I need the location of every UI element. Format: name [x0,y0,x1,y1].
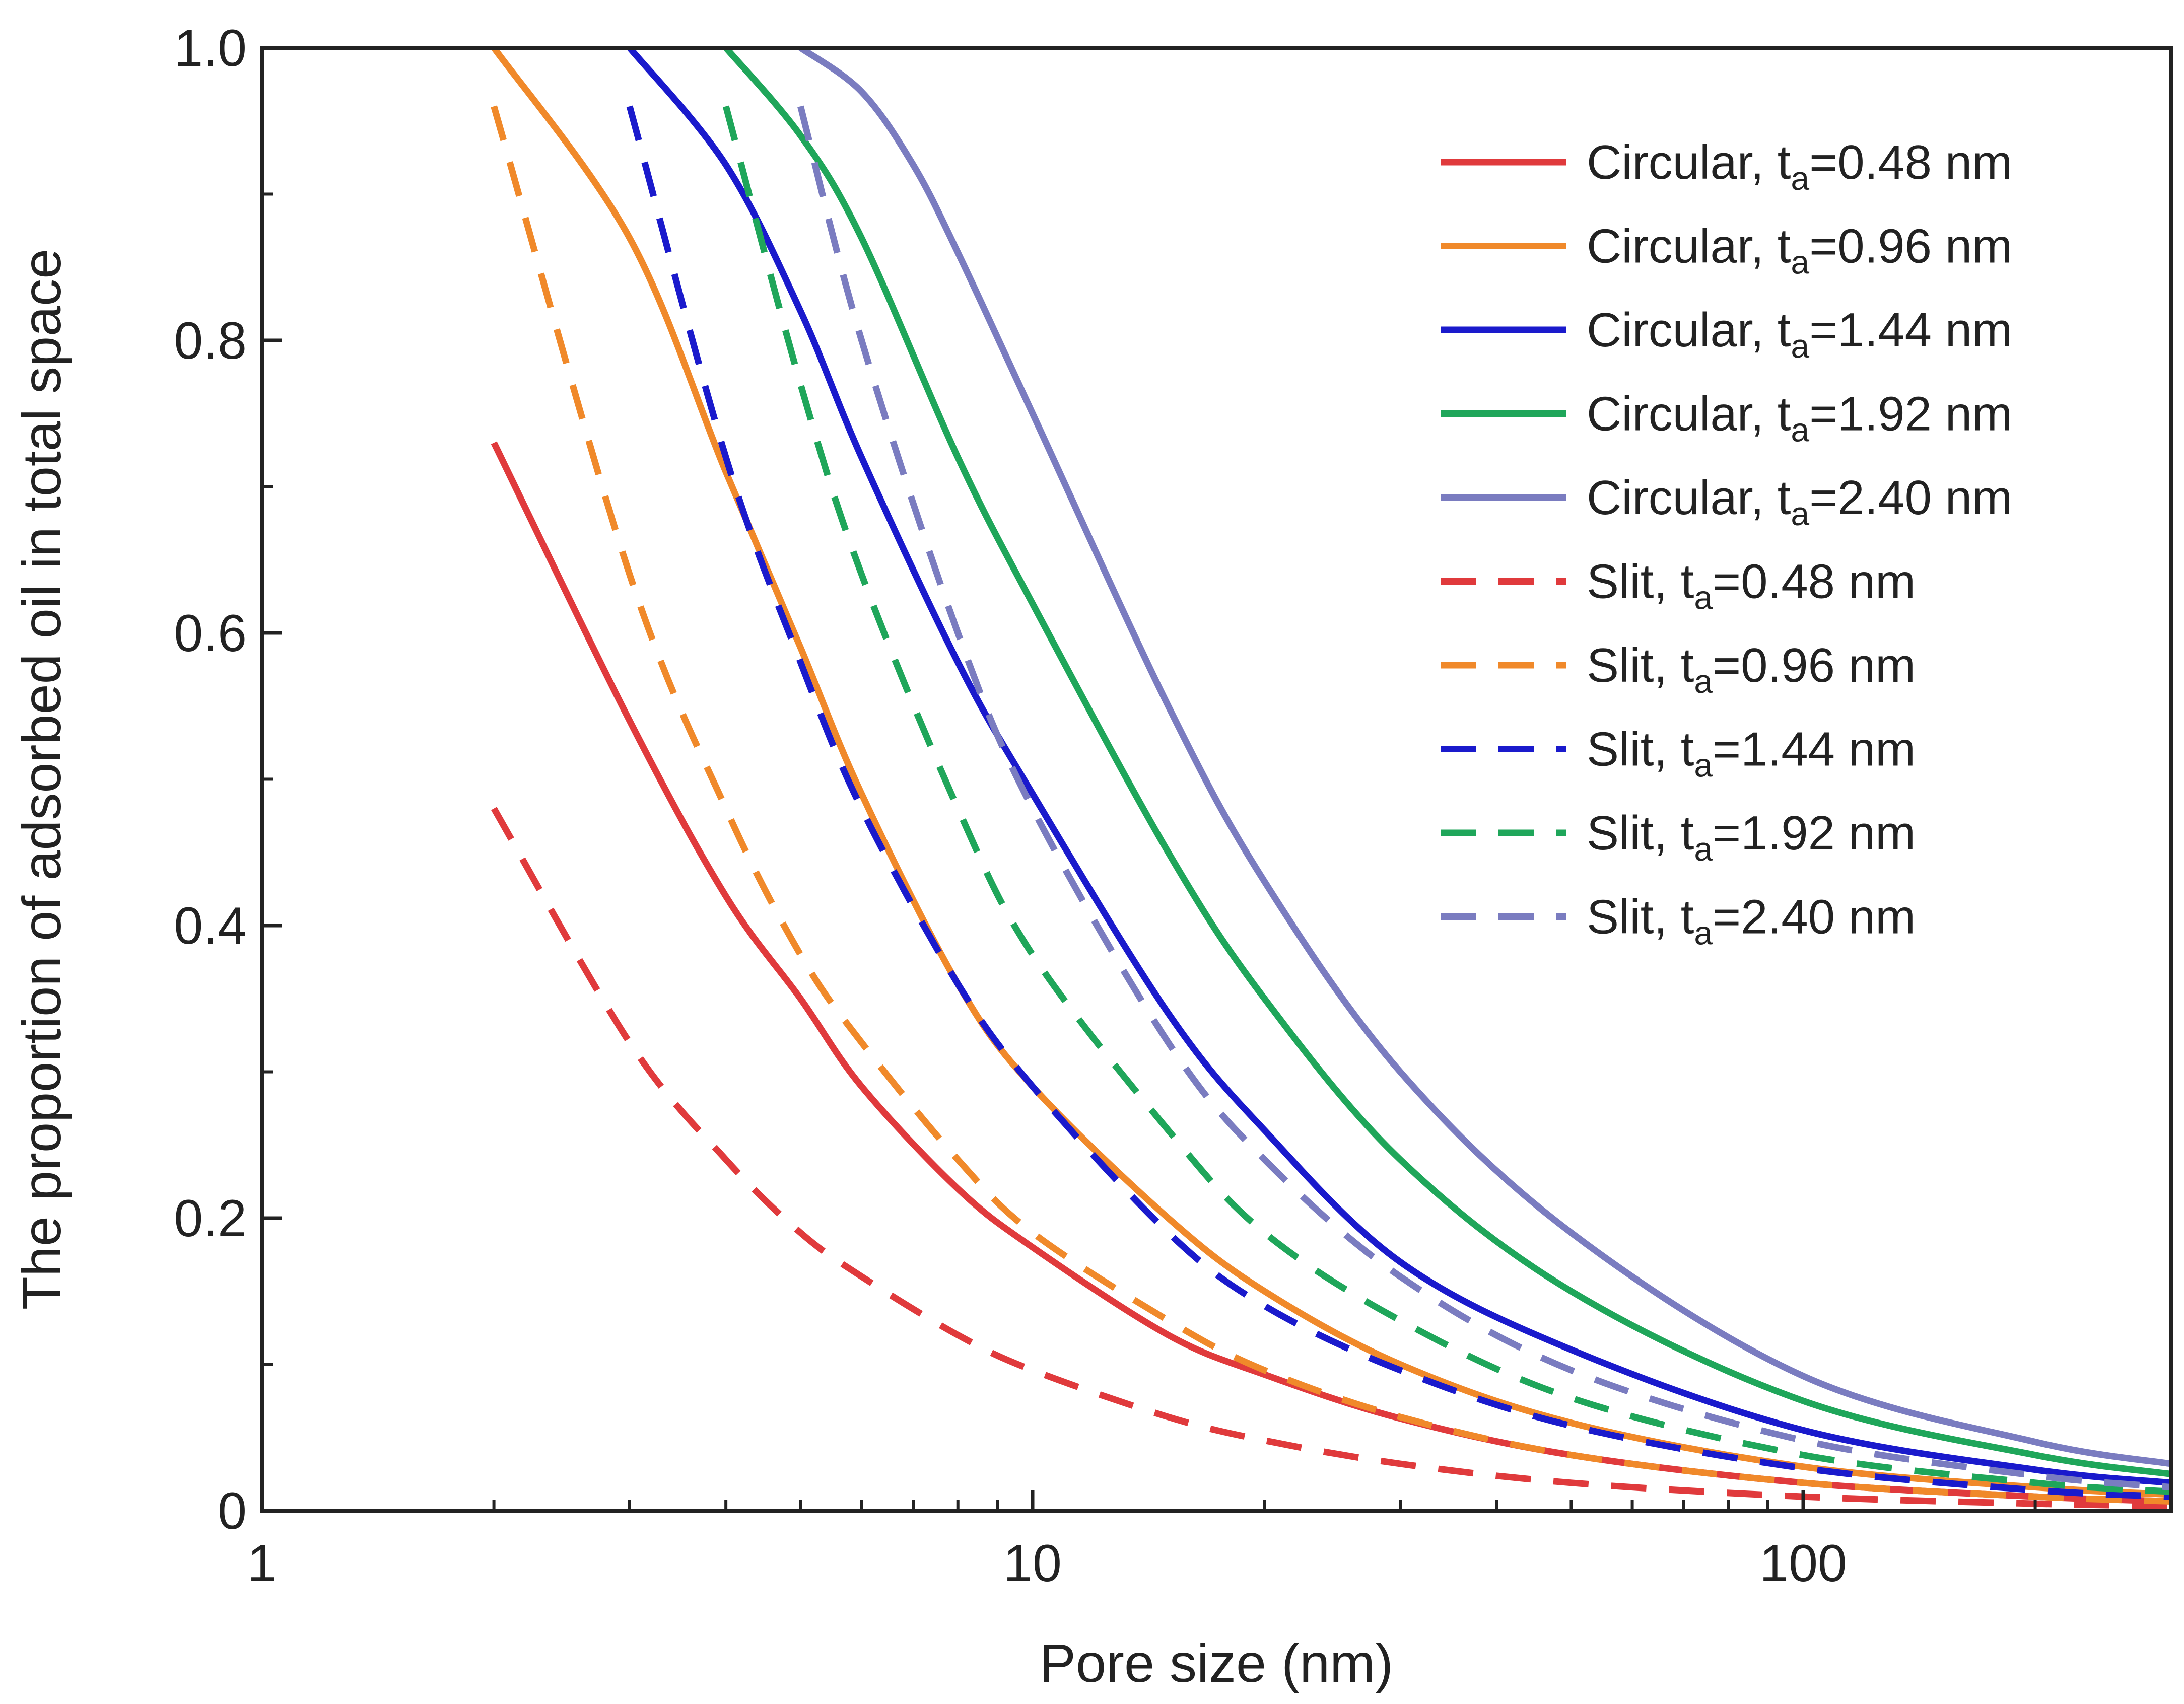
x-tick-label: 100 [1759,1534,1847,1593]
y-tick-label: 0 [218,1482,247,1540]
legend-label-circular-ta-0-96-nm: Circular, ta=0.96 nm [1587,220,2012,281]
legend-label-subscript: a [1694,663,1713,700]
legend-label-slit-ta-1-92-nm: Slit, ta=1.92 nm [1587,806,1916,868]
series-line-circular-ta-1-44-nm [627,48,2171,1486]
legend-label-subscript: a [1694,914,1713,952]
legend-label-prefix: Circular, t [1587,135,1791,189]
legend-label-subscript: a [1791,244,1809,281]
legend-label-suffix: =1.92 nm [1809,387,2012,441]
x-tick-label: 1 [247,1534,277,1593]
legend-label-prefix: Slit, t [1587,638,1694,692]
legend-label-slit-ta-0-48-nm: Slit, ta=0.48 nm [1587,555,1916,616]
legend-label-prefix: Slit, t [1587,723,1694,776]
y-tick-label: 1.0 [174,19,247,78]
legend-label-prefix: Circular, t [1587,387,1791,441]
legend-label-subscript: a [1694,830,1713,868]
x-tick-label: 10 [1003,1534,1062,1593]
legend-label-prefix: Circular, t [1587,471,1791,525]
legend-label-suffix: =0.96 nm [1809,220,2012,273]
legend-label-subscript: a [1791,327,1809,365]
series-line-circular-ta-2-40-nm [798,48,2171,1467]
legend-label-subscript: a [1791,411,1809,449]
series-line-slit-ta-1-92-nm [722,105,2171,1495]
axes-layer: 0 0.2 0.4 0.6 0.8 1.0 1 10 100 [174,19,2173,1593]
legend-label-circular-ta-0-48-nm: Circular, ta=0.48 nm [1587,135,2012,197]
y-tick-label: 0.6 [174,604,247,663]
legend-label-suffix: =0.48 nm [1713,555,1916,609]
series-line-slit-ta-2-40-nm [797,105,2171,1490]
legend-label-prefix: Slit, t [1587,806,1694,860]
legend-label-slit-ta-0-96-nm: Slit, ta=0.96 nm [1587,638,1916,700]
legend-label-subscript: a [1791,495,1809,532]
legend-label-suffix: =2.40 nm [1713,890,1916,944]
series-line-slit-ta-0-96-nm [491,105,2171,1505]
legend-label-suffix: =1.92 nm [1713,806,1916,860]
legend-label-slit-ta-2-40-nm: Slit, ta=2.40 nm [1587,890,1916,952]
legend-label-circular-ta-2-40-nm: Circular, ta=2.40 nm [1587,471,2012,532]
legend-label-suffix: =0.96 nm [1713,638,1916,692]
legend-label-suffix: =0.48 nm [1809,135,2012,189]
series-line-slit-ta-1-44-nm [626,105,2171,1500]
legend-label-subscript: a [1791,160,1809,197]
legend-label-suffix: =2.40 nm [1809,471,2012,525]
legend-label-subscript: a [1694,747,1713,784]
legend-label-suffix: =1.44 nm [1713,723,1916,776]
y-axis-title: The proportion of adsorbed oil in total … [11,249,72,1310]
legend-label-prefix: Slit, t [1587,555,1694,609]
legend-label-suffix: =1.44 nm [1809,303,2012,357]
series-line-circular-ta-1-92-nm [723,48,2171,1477]
y-tick-label: 0.8 [174,312,247,370]
legend-label-subscript: a [1694,579,1713,616]
legend-label-circular-ta-1-92-nm: Circular, ta=1.92 nm [1587,387,2012,449]
legend-label-prefix: Slit, t [1587,890,1694,944]
legend-label-circular-ta-1-44-nm: Circular, ta=1.44 nm [1587,303,2012,365]
y-tick-label: 0.2 [174,1189,247,1248]
legend-label-slit-ta-1-44-nm: Slit, ta=1.44 nm [1587,723,1916,784]
legend-label-prefix: Circular, t [1587,220,1791,273]
legend-label-prefix: Circular, t [1587,303,1791,357]
x-axis-title: Pore size (nm) [1040,1632,1393,1693]
y-tick-label: 0.4 [174,897,247,955]
